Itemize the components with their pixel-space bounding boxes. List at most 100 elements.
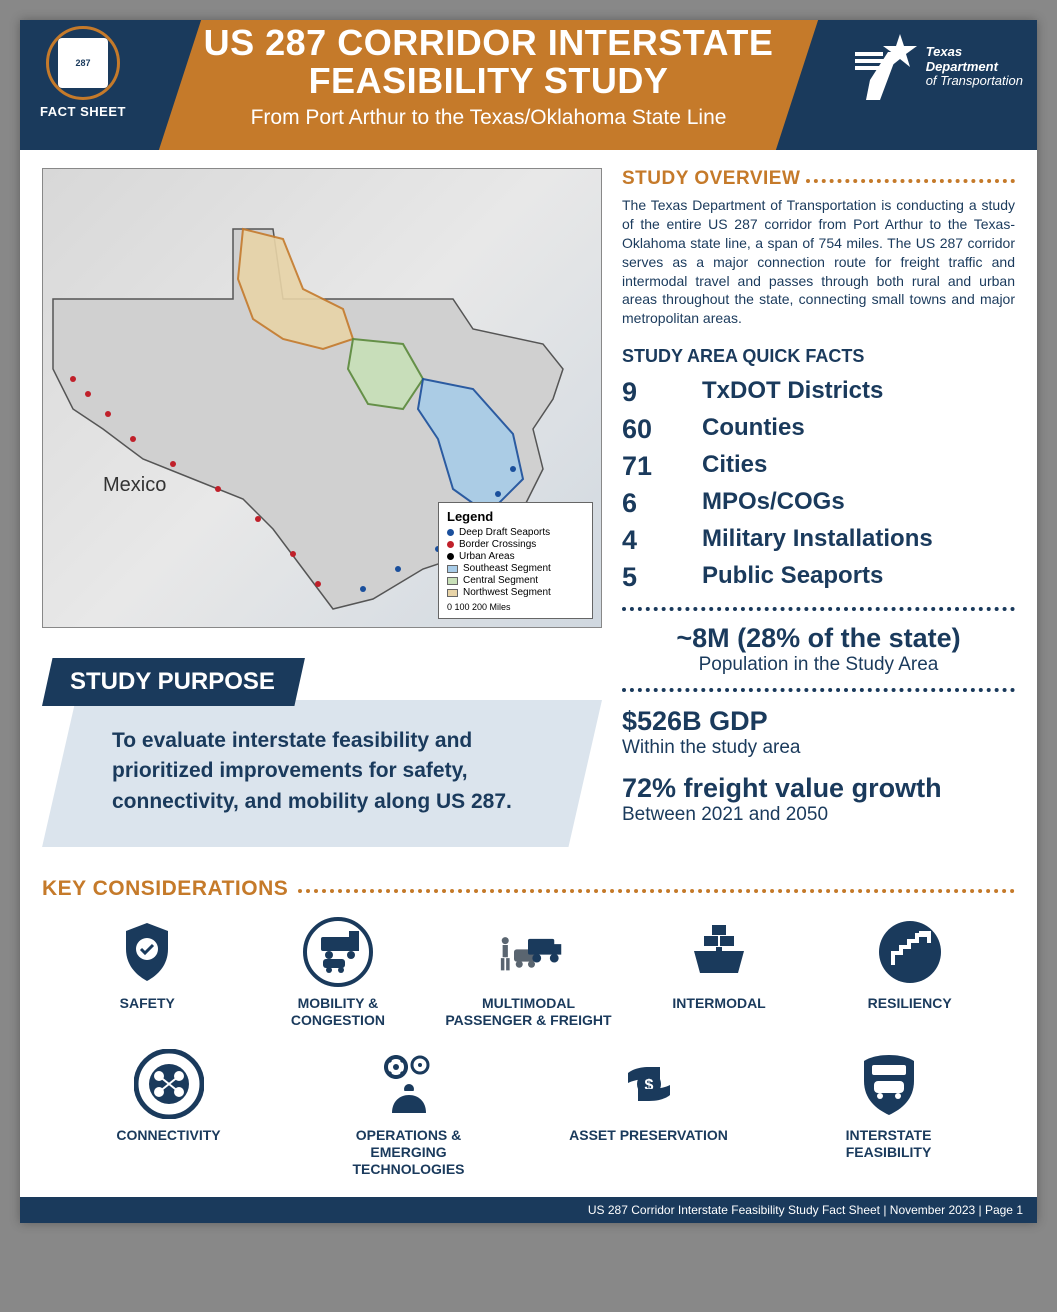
purpose-text: To evaluate interstate feasibility and p… (112, 726, 552, 817)
legend-label: Urban Areas (459, 551, 515, 562)
fact-row: 6MPOs/COGs (622, 488, 1015, 519)
title-line1: US 287 CORRIDOR INTERSTATE (204, 22, 774, 63)
icons-row-1: SAFETY MOBILITY & CONGESTION MULTIMODAL PA… (42, 917, 1015, 1029)
legend-marker (447, 577, 458, 585)
top-row: Mexico ✦ Legend Deep Draft SeaportsBorde… (42, 168, 1015, 847)
purpose-body: To evaluate interstate feasibility and p… (42, 700, 602, 847)
operations-icon (374, 1049, 444, 1119)
key-considerations: KEY CONSIDERATIONS SAFETY MOBILITY & CONG… (20, 877, 1037, 1197)
legend-label: Central Segment (463, 575, 538, 586)
overview-title: STUDY OVERVIEW (622, 168, 1015, 190)
intermodal-icon (684, 917, 754, 987)
legend-row: Central Segment (447, 575, 584, 586)
dots-divider (622, 607, 1015, 611)
scale-bar: 0 100 200 Miles (447, 602, 584, 612)
freight-sub: Between 2021 and 2050 (622, 804, 1015, 826)
gdp-big: $526B GDP (622, 706, 1015, 737)
logo-area: 287 FACT SHEET (28, 26, 138, 119)
icon-label: RESILIENCY (868, 995, 952, 1012)
icon-label: INTERSTATE FEASIBILITY (804, 1127, 974, 1161)
legend-row: Border Crossings (447, 539, 584, 550)
fact-label: Cities (702, 451, 767, 482)
legend-marker (447, 565, 458, 573)
footer: US 287 Corridor Interstate Feasibility S… (20, 1197, 1037, 1223)
key-mobility: MOBILITY & CONGESTION (253, 917, 423, 1029)
icons-row-2: CONNECTIVITY OPERATIONS & EMERGING TECHNO… (42, 1049, 1015, 1177)
legend-label: Southeast Segment (463, 563, 551, 574)
fact-sheet-label: FACT SHEET (28, 104, 138, 119)
overview-text: The Texas Department of Transportation i… (622, 196, 1015, 328)
icon-label: ASSET PRESERVATION (569, 1127, 728, 1144)
corridor-logo-icon: 287 (46, 26, 120, 100)
txdot-text: Texas Department of Transportation (926, 45, 1023, 90)
fact-row: 9TxDOT Districts (622, 377, 1015, 408)
map: Mexico ✦ Legend Deep Draft SeaportsBorde… (42, 168, 602, 628)
header-subtitle: From Port Arthur to the Texas/Oklahoma S… (170, 106, 807, 130)
icon-label: CONNECTIVITY (116, 1127, 220, 1144)
legend-row: Northwest Segment (447, 587, 584, 598)
map-mexico-label: Mexico (103, 474, 166, 497)
logo-num: 287 (75, 58, 90, 68)
header-title: US 287 CORRIDOR INTERSTATE FEASIBILITY S… (170, 24, 807, 130)
fact-row: 4Military Installations (622, 525, 1015, 556)
txdot-logo-icon (850, 32, 918, 102)
legend-row: Deep Draft Seaports (447, 527, 584, 538)
connectivity-icon (134, 1049, 204, 1119)
legend-title: Legend (447, 509, 584, 524)
study-purpose: STUDY PURPOSE To evaluate interstate fea… (42, 658, 602, 847)
info-column: STUDY OVERVIEW The Texas Department of T… (622, 168, 1015, 847)
fact-label: Counties (702, 414, 805, 445)
key-multimodal: MULTIMODAL PASSENGER & FREIGHT (443, 917, 613, 1029)
fact-number: 4 (622, 525, 702, 556)
fact-number: 60 (622, 414, 702, 445)
legend-label: Border Crossings (459, 539, 536, 550)
icon-label: SAFETY (120, 995, 175, 1012)
map-column: Mexico ✦ Legend Deep Draft SeaportsBorde… (42, 168, 602, 847)
header: 287 FACT SHEET US 287 CORRIDOR INTERSTAT… (20, 20, 1037, 150)
purpose-tab: STUDY PURPOSE (42, 658, 305, 706)
interstate-icon (854, 1049, 924, 1119)
key-operations: OPERATIONS & EMERGING TECHNOLOGIES (324, 1049, 494, 1177)
legend-label: Northwest Segment (463, 587, 551, 598)
legend-marker (447, 529, 454, 536)
fact-label: Public Seaports (702, 562, 883, 593)
fact-number: 6 (622, 488, 702, 519)
page: 287 FACT SHEET US 287 CORRIDOR INTERSTAT… (20, 20, 1037, 1223)
fact-label: MPOs/COGs (702, 488, 845, 519)
legend-marker (447, 589, 458, 597)
pop-big: ~8M (28% of the state) (622, 623, 1015, 654)
title-line2: FEASIBILITY STUDY (309, 60, 669, 101)
map-legend: Legend Deep Draft SeaportsBorder Crossin… (438, 502, 593, 619)
freight-big: 72% freight value growth (622, 773, 1015, 804)
fact-number: 71 (622, 451, 702, 482)
txdot-line1: Texas (926, 44, 962, 59)
icon-label: MOBILITY & CONGESTION (253, 995, 423, 1029)
mobility-icon (303, 917, 373, 987)
icon-label: MULTIMODAL PASSENGER & FREIGHT (443, 995, 613, 1029)
key-title: KEY CONSIDERATIONS (42, 877, 288, 901)
multimodal-icon (493, 917, 563, 987)
gdp-stat: $526B GDP Within the study area (622, 706, 1015, 759)
fact-row: 71Cities (622, 451, 1015, 482)
pop-sub: Population in the Study Area (622, 654, 1015, 676)
fact-number: 9 (622, 377, 702, 408)
facts-table: 9TxDOT Districts60Counties71Cities6MPOs/… (622, 377, 1015, 593)
key-title-row: KEY CONSIDERATIONS (42, 877, 1015, 901)
key-intermodal: INTERMODAL (634, 917, 804, 1029)
quick-facts-title: STUDY AREA QUICK FACTS (622, 346, 1015, 367)
txdot-logo-area: Texas Department of Transportation (850, 32, 1023, 102)
fact-row: 5Public Seaports (622, 562, 1015, 593)
fact-number: 5 (622, 562, 702, 593)
key-resiliency: RESILIENCY (825, 917, 995, 1029)
asset-icon: $ (614, 1049, 684, 1119)
key-interstate: INTERSTATE FEASIBILITY (804, 1049, 974, 1177)
body-area: Mexico ✦ Legend Deep Draft SeaportsBorde… (20, 150, 1037, 847)
key-safety: SAFETY (62, 917, 232, 1029)
key-connectivity: CONNECTIVITY (84, 1049, 254, 1177)
txdot-line2: Department (926, 59, 998, 74)
safety-icon (112, 917, 182, 987)
fact-label: Military Installations (702, 525, 933, 556)
legend-row: Urban Areas (447, 551, 584, 562)
icon-label: INTERMODAL (672, 995, 765, 1012)
dots-divider (806, 179, 1015, 183)
